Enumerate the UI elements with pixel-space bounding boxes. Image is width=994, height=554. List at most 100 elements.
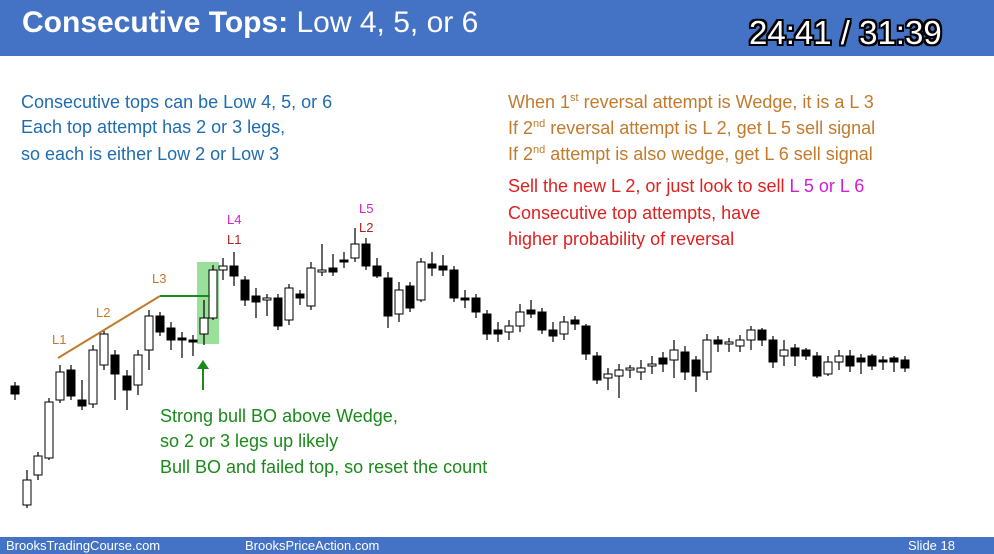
candle-body [482, 313, 492, 335]
candle-body [746, 329, 756, 341]
right-note-5: Consecutive top attempts, have [508, 203, 761, 223]
candle-body [350, 243, 360, 259]
bottom-note-3: Bull BO and failed top, so reset the cou… [160, 457, 488, 477]
candle-body [262, 297, 272, 301]
candle-body [867, 355, 877, 367]
candle-body [55, 371, 65, 401]
candle-body [394, 289, 404, 315]
bottom-note-1: Strong bull BO above Wedge, [160, 406, 398, 426]
candle-body [405, 285, 415, 309]
candle-body [471, 297, 481, 313]
candle-body [526, 309, 536, 315]
candle-body [581, 325, 591, 355]
right-note-2: If 2nd reversal attempt is L 2, get L 5 … [508, 118, 876, 138]
candle-body [669, 349, 679, 361]
candle-body [251, 295, 261, 303]
candle-body [779, 349, 789, 357]
candle-body [735, 339, 745, 347]
candle-body [658, 357, 668, 365]
candle-body [702, 339, 712, 373]
label-l1-second: L1 [227, 232, 241, 247]
candle-body [427, 263, 437, 269]
candle-body [144, 315, 154, 351]
candle-body [801, 349, 811, 357]
candle-body [515, 311, 525, 327]
candle-body [559, 321, 569, 335]
candle-body [361, 243, 371, 267]
breakout-arrow-icon [197, 360, 209, 369]
bottom-note-2: so 2 or 3 legs up likely [160, 431, 339, 451]
candle-body [208, 269, 218, 319]
slide-title-rest: Low 4, 5, or 6 [288, 6, 479, 39]
candle-body [218, 265, 228, 271]
candle-body [636, 367, 646, 373]
candle-body [592, 355, 602, 381]
candle-body [188, 339, 198, 343]
candle-body [166, 327, 176, 341]
candle-body [10, 385, 20, 395]
candle-body [33, 455, 43, 476]
footer-site-2: BrooksPriceAction.com [245, 538, 380, 553]
left-note-2: Each top attempt has 2 or 3 legs, [21, 117, 286, 137]
label-l5: L5 [359, 201, 373, 216]
candle-body [900, 359, 910, 369]
candle-body [548, 329, 558, 337]
label-l2: L2 [96, 305, 110, 320]
candle-body [680, 351, 690, 373]
candle-body [199, 317, 209, 335]
label-l1: L1 [52, 332, 66, 347]
candle-body [724, 341, 734, 345]
right-note-4: Sell the new L 2, or just look to sell L… [508, 176, 865, 196]
footer-site-1: BrooksTradingCourse.com [6, 538, 161, 553]
candle-body [845, 355, 855, 367]
label-l3: L3 [152, 271, 166, 286]
video-timer: 24:41 / 31:39 [749, 14, 942, 51]
candle-body [856, 357, 866, 363]
candle-body [306, 267, 316, 307]
candle-body [603, 373, 613, 379]
candle-body [295, 293, 305, 299]
candle-body [768, 339, 778, 363]
candle-body [317, 269, 327, 273]
candle-body [614, 369, 624, 377]
candle-body [155, 315, 165, 333]
footer-bar [0, 537, 994, 554]
candle-body [823, 361, 833, 375]
candle-body [122, 375, 132, 391]
candle-body [372, 265, 382, 277]
candle-body [339, 259, 349, 263]
slide-title: Consecutive Tops: Low 4, 5, or 6 [22, 6, 478, 40]
candle-body [110, 354, 120, 375]
candle-body [44, 401, 54, 459]
candle-body [757, 329, 767, 341]
candle-body [66, 369, 76, 397]
candle-body [240, 279, 250, 301]
label-l2-second: L2 [359, 220, 373, 235]
candle-body [416, 261, 426, 301]
candles-group [10, 228, 910, 508]
candle-body [812, 355, 822, 377]
candle-body [284, 287, 294, 321]
candle-body [691, 359, 701, 377]
label-l4: L4 [227, 212, 241, 227]
wedge-trendline [57, 295, 161, 359]
candle-body [504, 325, 514, 333]
candle-body [790, 347, 800, 357]
candle-body [449, 269, 459, 299]
candle-body [273, 297, 283, 327]
candle-body [834, 355, 844, 363]
candle-body [537, 311, 547, 331]
candle-body [625, 367, 635, 371]
candle-body [328, 267, 338, 273]
candle-body [438, 265, 448, 271]
candle-body [177, 337, 187, 341]
left-note-1: Consecutive tops can be Low 4, 5, or 6 [21, 92, 333, 112]
candle-body [99, 333, 109, 366]
right-note-6: higher probability of reversal [508, 229, 735, 249]
candle-body [647, 363, 657, 367]
candle-body [493, 329, 503, 335]
candle-body [77, 399, 87, 407]
candle-body [713, 339, 723, 345]
candle-body [229, 265, 239, 277]
